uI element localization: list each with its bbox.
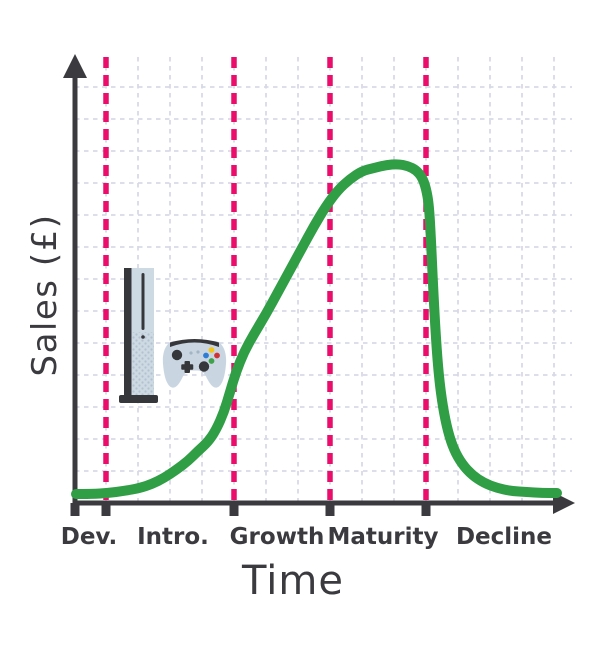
x-axis-tick	[229, 503, 239, 516]
stage-label-dev: Dev.	[60, 524, 118, 550]
game-console-icon	[119, 268, 158, 403]
chart-render-layer	[63, 54, 575, 516]
stage-label-decline: Decline	[455, 524, 553, 550]
x-axis-tick	[70, 503, 80, 516]
y-axis-label: Sales (£)	[25, 213, 65, 377]
controller-body	[162, 341, 227, 388]
left-thumbstick	[171, 349, 183, 361]
x-axis-tick	[421, 503, 431, 516]
x-axis-tick	[325, 503, 335, 516]
game-controller-icon	[162, 339, 227, 388]
controller-top-band	[170, 339, 219, 347]
dpad	[181, 361, 194, 373]
y-axis-arrowhead	[63, 54, 87, 78]
right-thumbstick	[198, 361, 210, 372]
menu-dot-1	[189, 351, 193, 355]
face-buttons	[203, 347, 220, 364]
menu-dot-2	[196, 350, 200, 354]
sales-lifecycle-curve	[71, 159, 562, 499]
stage-label-intro: Intro.	[137, 524, 209, 550]
x-axis-label: Time	[242, 558, 344, 604]
stage-label-growth: Growth	[229, 524, 325, 550]
stage-label-maturity: Maturity	[327, 524, 439, 550]
x-axis-tick	[101, 503, 111, 516]
